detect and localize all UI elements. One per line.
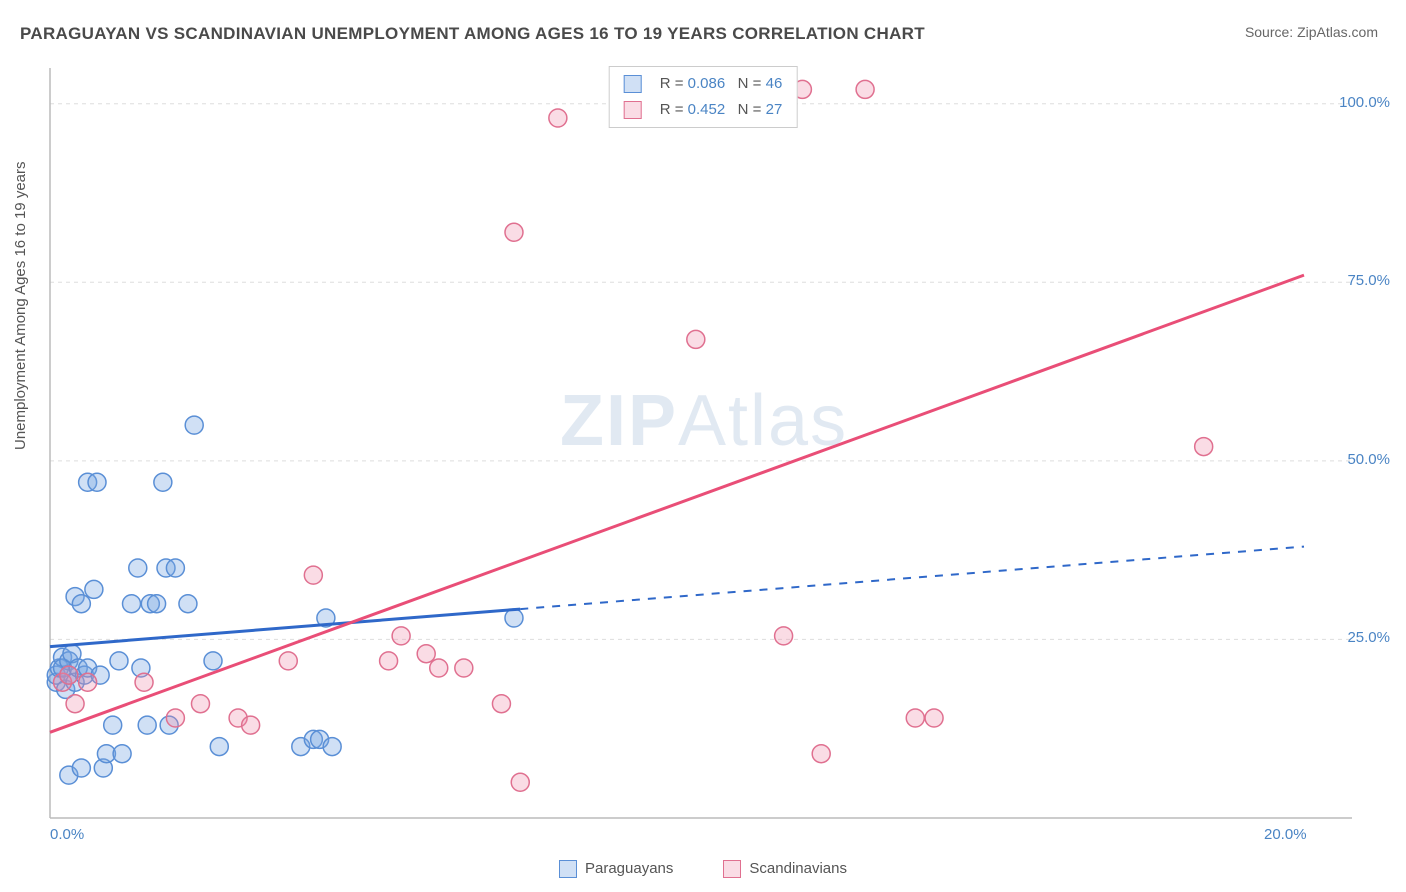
data-point [135,673,153,691]
data-point [775,627,793,645]
trend-line [50,275,1304,732]
data-point [154,473,172,491]
y-tick-label: 75.0% [1347,272,1390,289]
legend-swatch [624,101,642,119]
data-point [72,759,90,777]
data-point [505,223,523,241]
data-point [85,580,103,598]
data-point [242,716,260,734]
data-point [210,738,228,756]
y-axis-label: Unemployment Among Ages 16 to 19 years [12,161,29,450]
legend-label: Scandinavians [749,860,847,877]
data-point [191,695,209,713]
data-point [323,738,341,756]
scatter-svg [42,60,1354,830]
source-label: Source: ZipAtlas.com [1245,24,1378,40]
data-point [204,652,222,670]
data-point [492,695,510,713]
data-point [687,330,705,348]
data-point [66,695,84,713]
data-point [380,652,398,670]
chart-title: PARAGUAYAN VS SCANDINAVIAN UNEMPLOYMENT … [20,24,925,44]
data-point [1195,438,1213,456]
data-point [511,773,529,791]
y-tick-label: 50.0% [1347,451,1390,468]
data-point [392,627,410,645]
chart-container: { "title": "PARAGUAYAN VS SCANDINAVIAN U… [0,0,1406,892]
data-point [79,673,97,691]
data-point [185,416,203,434]
data-point [148,595,166,613]
stats-text: R = 0.452 N = 27 [660,97,783,123]
data-point [129,559,147,577]
data-point [812,745,830,763]
y-tick-label: 25.0% [1347,629,1390,646]
data-point [113,745,131,763]
legend-swatch [624,75,642,93]
data-point [430,659,448,677]
data-point [123,595,141,613]
data-point [417,645,435,663]
data-point [505,609,523,627]
plot-area [42,60,1354,830]
trend-line [50,609,520,647]
stats-text: R = 0.086 N = 46 [660,71,783,97]
data-point [179,595,197,613]
data-point [110,652,128,670]
data-point [304,566,322,584]
data-point [856,80,874,98]
stats-row: R = 0.086 N = 46 [624,71,783,97]
data-point [549,109,567,127]
data-point [166,559,184,577]
data-point [279,652,297,670]
data-point [72,595,90,613]
series-legend: Paraguayans Scandinavians [0,860,1406,878]
stats-legend: R = 0.086 N = 46R = 0.452 N = 27 [609,66,798,128]
y-tick-label: 100.0% [1339,94,1390,111]
stats-row: R = 0.452 N = 27 [624,97,783,123]
trend-line-dashed [520,547,1304,610]
data-point [138,716,156,734]
data-point [60,666,78,684]
data-point [104,716,122,734]
legend-swatch [723,860,741,878]
data-point [906,709,924,727]
data-point [166,709,184,727]
data-point [455,659,473,677]
legend-item: Scandinavians [723,860,847,878]
data-point [925,709,943,727]
x-tick-label: 20.0% [1264,826,1307,843]
legend-label: Paraguayans [585,860,673,877]
legend-item: Paraguayans [559,860,673,878]
legend-swatch [559,860,577,878]
data-point [88,473,106,491]
x-tick-label: 0.0% [50,826,84,843]
